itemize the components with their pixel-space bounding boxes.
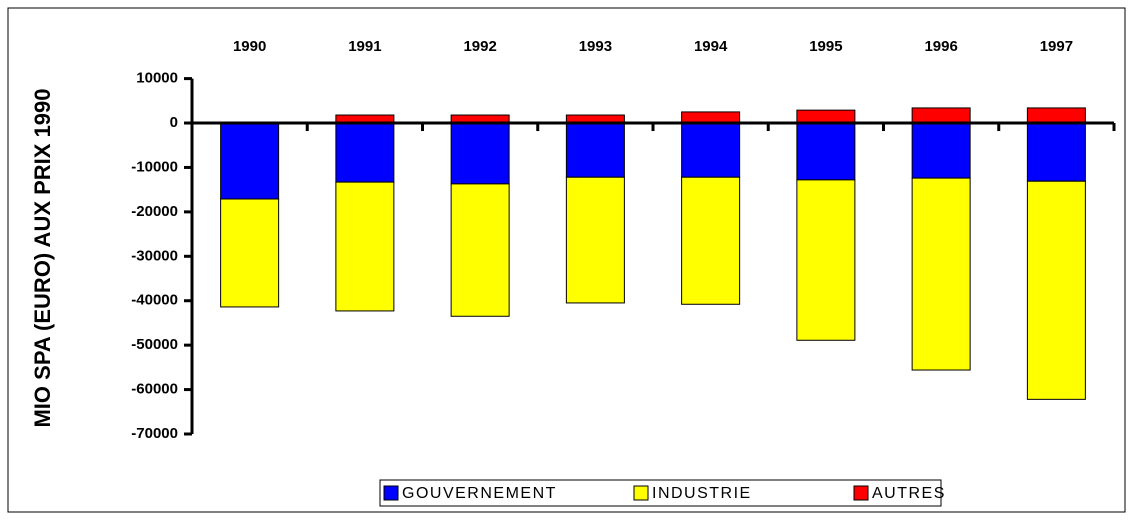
- y-tick-label: -70000: [131, 425, 178, 442]
- bar-segment: [681, 111, 741, 124]
- legend-swatch: [383, 485, 399, 501]
- bar-segment: [681, 176, 741, 305]
- bar-segment: [335, 122, 395, 183]
- bar-segment: [1026, 180, 1086, 400]
- legend-swatch: [853, 485, 869, 501]
- y-tick-label: -50000: [131, 336, 178, 353]
- x-tick-label: 1993: [579, 38, 612, 55]
- bar-segment: [1026, 122, 1086, 182]
- y-tick-label: 0: [170, 114, 178, 131]
- bar-segment: [450, 183, 510, 317]
- x-tick-label: 1994: [694, 38, 728, 55]
- bar-segment: [911, 177, 971, 371]
- bar-segment: [796, 179, 856, 341]
- bar-segment: [450, 122, 510, 185]
- bar-segment: [796, 122, 856, 181]
- y-tick-label: -10000: [131, 158, 178, 175]
- bar-segment: [1026, 107, 1086, 124]
- y-tick-label: -60000: [131, 381, 178, 398]
- y-tick-label: -40000: [131, 292, 178, 309]
- bar-segment: [220, 122, 280, 200]
- bar-segment: [796, 109, 856, 124]
- bar-segment: [220, 198, 280, 308]
- bar-segment: [565, 122, 625, 178]
- bar-segment: [335, 181, 395, 312]
- x-tick-label: 1995: [809, 38, 842, 55]
- legend-swatch: [633, 485, 649, 501]
- legend-label: GOUVERNEMENT: [402, 485, 557, 502]
- bar-segment: [681, 122, 741, 178]
- y-tick-label: -30000: [131, 247, 178, 264]
- x-tick-label: 1990: [233, 38, 266, 55]
- legend-label: AUTRES: [872, 485, 946, 502]
- legend-label: INDUSTRIE: [652, 485, 752, 502]
- x-tick-label: 1996: [924, 38, 957, 55]
- x-tick-label: 1992: [463, 38, 496, 55]
- y-axis-label: MIO SPA (EURO) AUX PRIX 1990: [30, 88, 55, 427]
- legend-frame: [379, 479, 942, 507]
- legend: GOUVERNEMENT INDUSTRIE AUTRES: [379, 479, 946, 507]
- y-tick-label: 10000: [136, 70, 178, 87]
- x-tick-label: 1997: [1040, 38, 1073, 55]
- bar-segment: [911, 107, 971, 124]
- bar-segment: [565, 176, 625, 304]
- x-tick-label: 1991: [348, 38, 381, 55]
- y-tick-label: -20000: [131, 203, 178, 220]
- bar-segment: [911, 122, 971, 179]
